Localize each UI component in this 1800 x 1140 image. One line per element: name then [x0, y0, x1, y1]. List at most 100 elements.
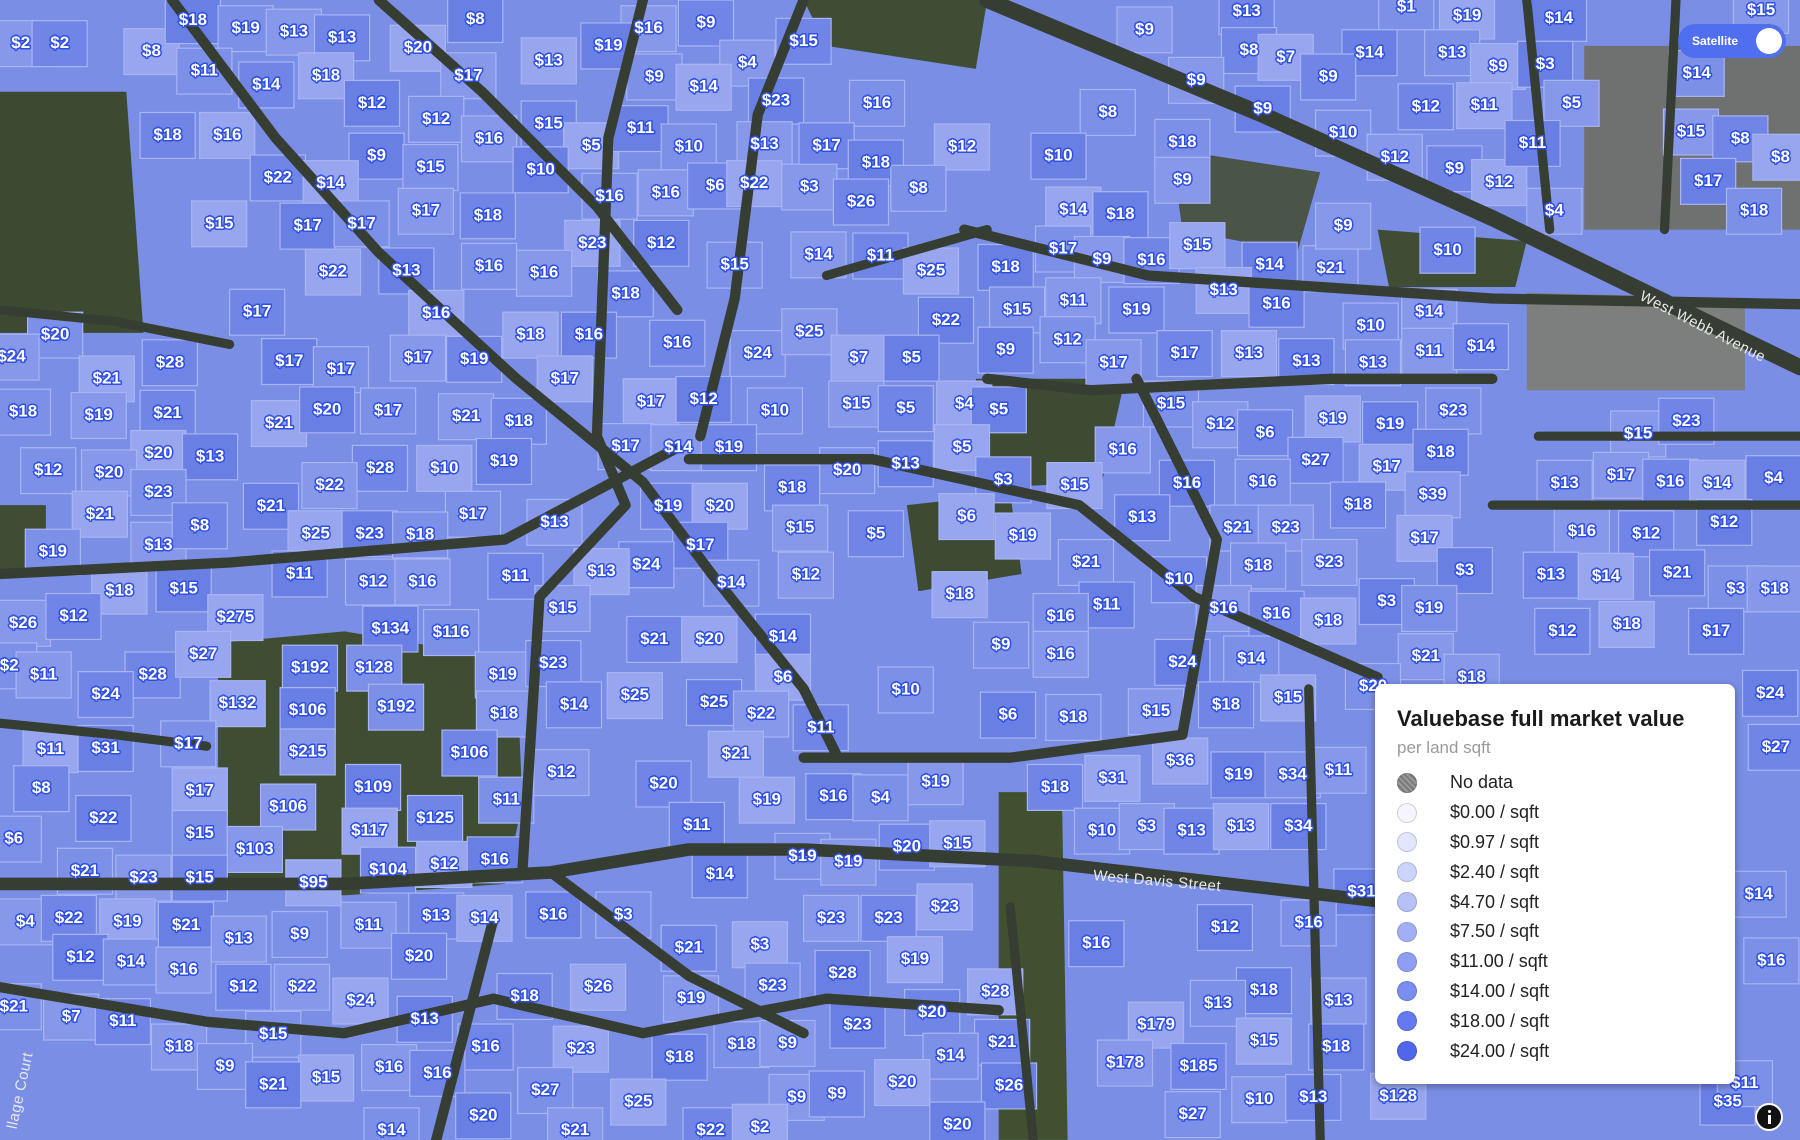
- parcel: [1378, 0, 1435, 31]
- parcel: [1687, 607, 1745, 655]
- parcel-value-label: $23: [1672, 411, 1700, 430]
- parcel-value-label: $18: [1314, 610, 1342, 629]
- parcel: [363, 1107, 420, 1140]
- parcel: [517, 1066, 574, 1115]
- parcel-value-label: $9: [697, 12, 716, 31]
- parcel: [1404, 471, 1461, 519]
- parcel-value-label: $13: [1204, 993, 1232, 1012]
- parcel-value-label: $23: [843, 1015, 871, 1034]
- parcel: [281, 644, 339, 692]
- parcel-value-label: $8: [466, 9, 485, 28]
- parcel-value-label: $18: [165, 1036, 193, 1055]
- parcel-value-label: $12: [422, 109, 450, 128]
- parcel: [606, 672, 663, 720]
- parcel: [1553, 507, 1611, 556]
- parcel: [1361, 401, 1419, 449]
- parcel-value-label: $23: [129, 868, 157, 887]
- satellite-toggle[interactable]: Satellite: [1678, 24, 1786, 58]
- parcel: [359, 387, 417, 435]
- parcel-value-label: $20: [888, 1072, 916, 1091]
- parcel-value-label: $14: [1237, 648, 1266, 667]
- parcel-value-label: $18: [727, 1034, 755, 1053]
- parcel-value-label: $15: [1157, 394, 1185, 413]
- legend-item: No data: [1397, 768, 1713, 798]
- parcel-value-label: $21: [259, 1074, 287, 1093]
- legend-label: $24.00 / sqft: [1450, 1040, 1550, 1061]
- parcel: [344, 763, 402, 812]
- parcel: [75, 794, 132, 843]
- parcel: [297, 1054, 355, 1102]
- parcel: [732, 690, 790, 738]
- parcel: [1092, 191, 1149, 239]
- parcel: [455, 1092, 512, 1140]
- parcel-value-label: $19: [788, 846, 816, 865]
- parcel-value-label: $18: [1322, 1036, 1350, 1055]
- parcel-value-label: $35: [1714, 1091, 1742, 1110]
- parcel: [199, 111, 256, 160]
- parcel-value-label: $18: [9, 402, 37, 421]
- parcel-value-label: $116: [433, 622, 470, 641]
- parcel-value-label: $26: [847, 191, 875, 210]
- parcel-value-label: $25: [795, 321, 823, 340]
- parcel-value-label: $16: [1173, 473, 1201, 492]
- parcel-value-label: $19: [460, 349, 488, 368]
- legend-swatch: [1397, 1041, 1417, 1062]
- legend-list: No data $0.00 / sqft $0.97 / sqft $2.40 …: [1397, 768, 1713, 1066]
- parcel-value-label: $18: [1761, 578, 1789, 597]
- parcel-value-label: $15: [786, 518, 814, 537]
- parcel: [1231, 1076, 1288, 1124]
- parcel-value-label: $192: [291, 658, 329, 677]
- parcel-value-label: $4: [955, 394, 974, 413]
- parcel: [344, 558, 402, 606]
- parcel-value-label: $18: [862, 152, 890, 171]
- parcel: [1127, 688, 1185, 736]
- parcel-value-label: $19: [489, 664, 517, 683]
- road: [695, 0, 809, 442]
- parcel-value-label: $15: [416, 157, 444, 176]
- road: [979, 0, 1800, 376]
- parcel-value-label: $2: [11, 33, 30, 52]
- parcel-value-label: $22: [264, 167, 292, 186]
- parcel-value-label: $21: [71, 861, 99, 880]
- parcel-value-label: $11: [1731, 1073, 1758, 1092]
- parcel-value-label: $18: [490, 703, 518, 722]
- parcel-value-label: $18: [406, 524, 434, 543]
- parcel-value-label: $15: [312, 1067, 340, 1086]
- parcel-value-label: $19: [901, 949, 929, 968]
- parcel-value-label: $26: [995, 1075, 1023, 1094]
- parcel-value-label: $7: [1276, 47, 1295, 66]
- parcel-value-label: $9: [1334, 216, 1353, 235]
- parcel-value-label: $15: [721, 255, 749, 274]
- parcel-value-label: $16: [1109, 439, 1137, 458]
- parcel-value-label: $10: [430, 458, 458, 477]
- parcel-value-label: $14: [706, 864, 735, 883]
- parcel-value-label: $23: [355, 523, 383, 542]
- parcel-value-label: $16: [423, 1063, 451, 1082]
- parcel-value-label: $9: [996, 340, 1015, 359]
- parcel-value-label: $9: [827, 1083, 846, 1102]
- parcel: [916, 883, 973, 931]
- parcel-value-label: $11: [1060, 290, 1087, 309]
- legend-swatch: [1397, 772, 1417, 793]
- parcel-value-label: $17: [1694, 171, 1722, 190]
- parcel: [171, 502, 228, 550]
- parcel-value-label: $22: [55, 908, 83, 927]
- parcel-value-label: $13: [392, 260, 420, 279]
- parcel-value-label: $19: [677, 988, 705, 1007]
- parcel: [1235, 1017, 1293, 1065]
- info-button[interactable]: [1755, 1103, 1783, 1131]
- parcel-value-label: $23: [931, 896, 959, 915]
- parcel-value-label: $16: [1047, 606, 1075, 625]
- parcel-value-label: $16: [1262, 604, 1290, 623]
- parcel: [1164, 1091, 1221, 1139]
- parcel-value-label: $17: [1171, 343, 1199, 362]
- parcel-value-label: $18: [179, 10, 207, 29]
- parcel-value-label: $14: [690, 77, 719, 96]
- road: [0, 442, 683, 580]
- legend-swatch: [1397, 921, 1417, 942]
- parcel-value-label: $13: [1128, 507, 1156, 526]
- parcel-value-label: $16: [1656, 472, 1684, 491]
- parcel-value-label: $19: [232, 18, 260, 37]
- parcel-value-label: $19: [1009, 526, 1037, 545]
